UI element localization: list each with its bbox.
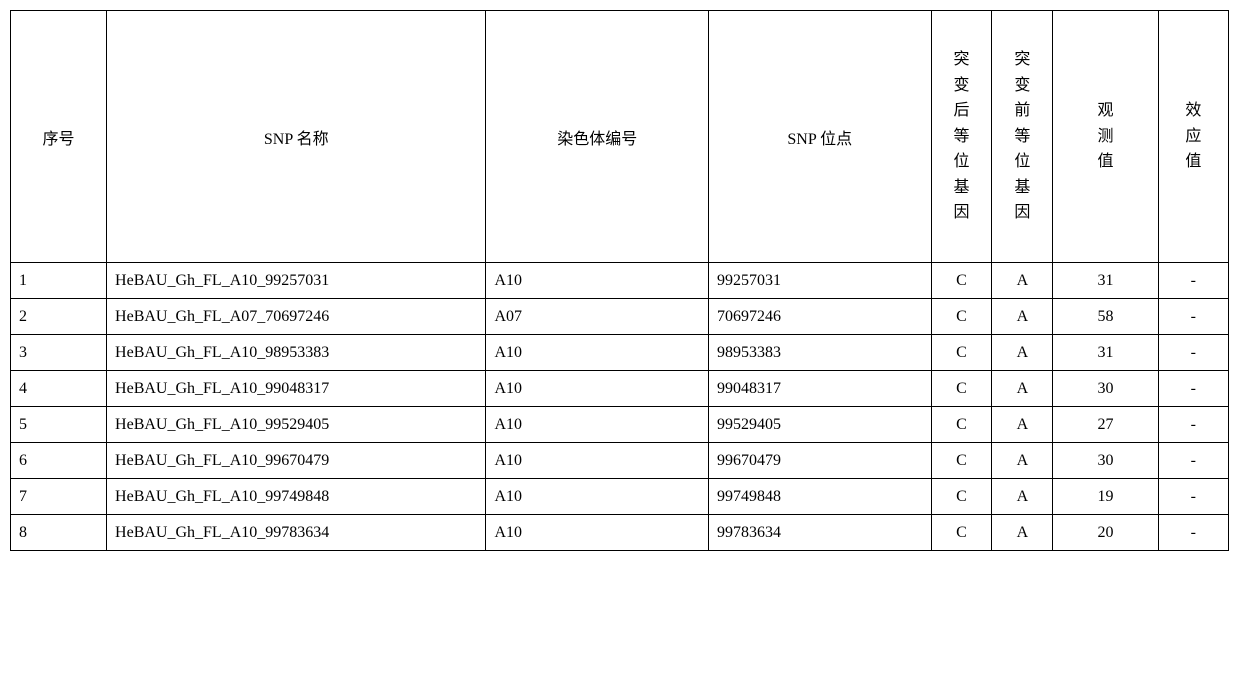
cell-snp-name: HeBAU_Gh_FL_A10_99529405: [107, 407, 486, 443]
cell-eff: -: [1158, 479, 1228, 515]
cell-snp-name: HeBAU_Gh_FL_A07_70697246: [107, 299, 486, 335]
cell-chrom: A10: [486, 479, 709, 515]
cell-allele-after: C: [931, 515, 992, 551]
cell-snp-name: HeBAU_Gh_FL_A10_99670479: [107, 443, 486, 479]
cell-chrom: A10: [486, 515, 709, 551]
header-snp-name: SNP 名称: [107, 11, 486, 263]
cell-snp-name: HeBAU_Gh_FL_A10_99749848: [107, 479, 486, 515]
cell-allele-before: A: [992, 479, 1053, 515]
cell-chrom: A10: [486, 443, 709, 479]
table-row: 1HeBAU_Gh_FL_A10_99257031A1099257031CA31…: [11, 263, 1229, 299]
cell-seq: 6: [11, 443, 107, 479]
cell-seq: 2: [11, 299, 107, 335]
cell-snp-pos: 99783634: [709, 515, 932, 551]
cell-allele-before: A: [992, 407, 1053, 443]
table-row: 7HeBAU_Gh_FL_A10_99749848A1099749848CA19…: [11, 479, 1229, 515]
cell-chrom: A10: [486, 407, 709, 443]
cell-snp-name: HeBAU_Gh_FL_A10_99048317: [107, 371, 486, 407]
cell-allele-before: A: [992, 299, 1053, 335]
table-row: 8HeBAU_Gh_FL_A10_99783634A1099783634CA20…: [11, 515, 1229, 551]
cell-seq: 4: [11, 371, 107, 407]
cell-snp-pos: 99257031: [709, 263, 932, 299]
cell-obs: 31: [1053, 335, 1158, 371]
cell-seq: 8: [11, 515, 107, 551]
cell-seq: 5: [11, 407, 107, 443]
cell-eff: -: [1158, 515, 1228, 551]
cell-eff: -: [1158, 443, 1228, 479]
cell-snp-pos: 99048317: [709, 371, 932, 407]
header-allele-after: 突变后等位基因: [931, 11, 992, 263]
header-seq: 序号: [11, 11, 107, 263]
header-obs: 观测值: [1053, 11, 1158, 263]
cell-snp-pos: 99670479: [709, 443, 932, 479]
cell-allele-before: A: [992, 263, 1053, 299]
cell-allele-after: C: [931, 407, 992, 443]
cell-snp-name: HeBAU_Gh_FL_A10_99257031: [107, 263, 486, 299]
cell-seq: 1: [11, 263, 107, 299]
cell-eff: -: [1158, 371, 1228, 407]
snp-data-table: 序号 SNP 名称 染色体编号 SNP 位点 突变后等位基因 突变前等位基因 观…: [10, 10, 1229, 551]
cell-obs: 30: [1053, 371, 1158, 407]
header-row: 序号 SNP 名称 染色体编号 SNP 位点 突变后等位基因 突变前等位基因 观…: [11, 11, 1229, 263]
cell-snp-pos: 70697246: [709, 299, 932, 335]
cell-obs: 27: [1053, 407, 1158, 443]
cell-chrom: A10: [486, 371, 709, 407]
cell-obs: 31: [1053, 263, 1158, 299]
cell-chrom: A10: [486, 263, 709, 299]
table-row: 5HeBAU_Gh_FL_A10_99529405A1099529405CA27…: [11, 407, 1229, 443]
cell-allele-before: A: [992, 335, 1053, 371]
cell-snp-pos: 99749848: [709, 479, 932, 515]
cell-snp-name: HeBAU_Gh_FL_A10_98953383: [107, 335, 486, 371]
cell-chrom: A07: [486, 299, 709, 335]
cell-allele-after: C: [931, 443, 992, 479]
cell-seq: 3: [11, 335, 107, 371]
header-snp-pos: SNP 位点: [709, 11, 932, 263]
cell-allele-after: C: [931, 335, 992, 371]
header-allele-after-label: 突变后等位基因: [940, 47, 984, 226]
cell-allele-after: C: [931, 299, 992, 335]
table-row: 6HeBAU_Gh_FL_A10_99670479A1099670479CA30…: [11, 443, 1229, 479]
table-body: 1HeBAU_Gh_FL_A10_99257031A1099257031CA31…: [11, 263, 1229, 551]
cell-snp-name: HeBAU_Gh_FL_A10_99783634: [107, 515, 486, 551]
cell-chrom: A10: [486, 335, 709, 371]
cell-eff: -: [1158, 263, 1228, 299]
header-obs-label: 观测值: [1061, 98, 1149, 175]
header-eff: 效应值: [1158, 11, 1228, 263]
cell-allele-before: A: [992, 443, 1053, 479]
cell-allele-after: C: [931, 371, 992, 407]
table-row: 4HeBAU_Gh_FL_A10_99048317A1099048317CA30…: [11, 371, 1229, 407]
cell-allele-before: A: [992, 371, 1053, 407]
cell-obs: 30: [1053, 443, 1158, 479]
cell-seq: 7: [11, 479, 107, 515]
cell-allele-after: C: [931, 479, 992, 515]
header-allele-before-label: 突变前等位基因: [1000, 47, 1044, 226]
cell-snp-pos: 99529405: [709, 407, 932, 443]
table-header: 序号 SNP 名称 染色体编号 SNP 位点 突变后等位基因 突变前等位基因 观…: [11, 11, 1229, 263]
cell-obs: 58: [1053, 299, 1158, 335]
cell-eff: -: [1158, 299, 1228, 335]
cell-allele-after: C: [931, 263, 992, 299]
header-eff-label: 效应值: [1167, 98, 1220, 175]
cell-allele-before: A: [992, 515, 1053, 551]
header-chrom: 染色体编号: [486, 11, 709, 263]
table-row: 2HeBAU_Gh_FL_A07_70697246A0770697246CA58…: [11, 299, 1229, 335]
cell-obs: 20: [1053, 515, 1158, 551]
table-row: 3HeBAU_Gh_FL_A10_98953383A1098953383CA31…: [11, 335, 1229, 371]
cell-eff: -: [1158, 335, 1228, 371]
cell-obs: 19: [1053, 479, 1158, 515]
header-allele-before: 突变前等位基因: [992, 11, 1053, 263]
cell-snp-pos: 98953383: [709, 335, 932, 371]
cell-eff: -: [1158, 407, 1228, 443]
